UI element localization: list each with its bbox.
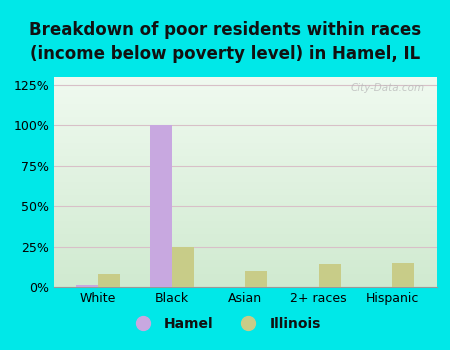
Bar	[245, 271, 267, 287]
Bar	[319, 264, 341, 287]
Bar	[76, 285, 98, 287]
Bar	[98, 274, 120, 287]
Text: Breakdown of poor residents within races
(income below poverty level) in Hamel, : Breakdown of poor residents within races…	[29, 21, 421, 63]
Legend: Hamel, Illinois: Hamel, Illinois	[124, 311, 326, 336]
Bar	[392, 263, 414, 287]
Text: City-Data.com: City-Data.com	[351, 83, 425, 93]
Bar	[149, 125, 172, 287]
Bar	[172, 247, 194, 287]
